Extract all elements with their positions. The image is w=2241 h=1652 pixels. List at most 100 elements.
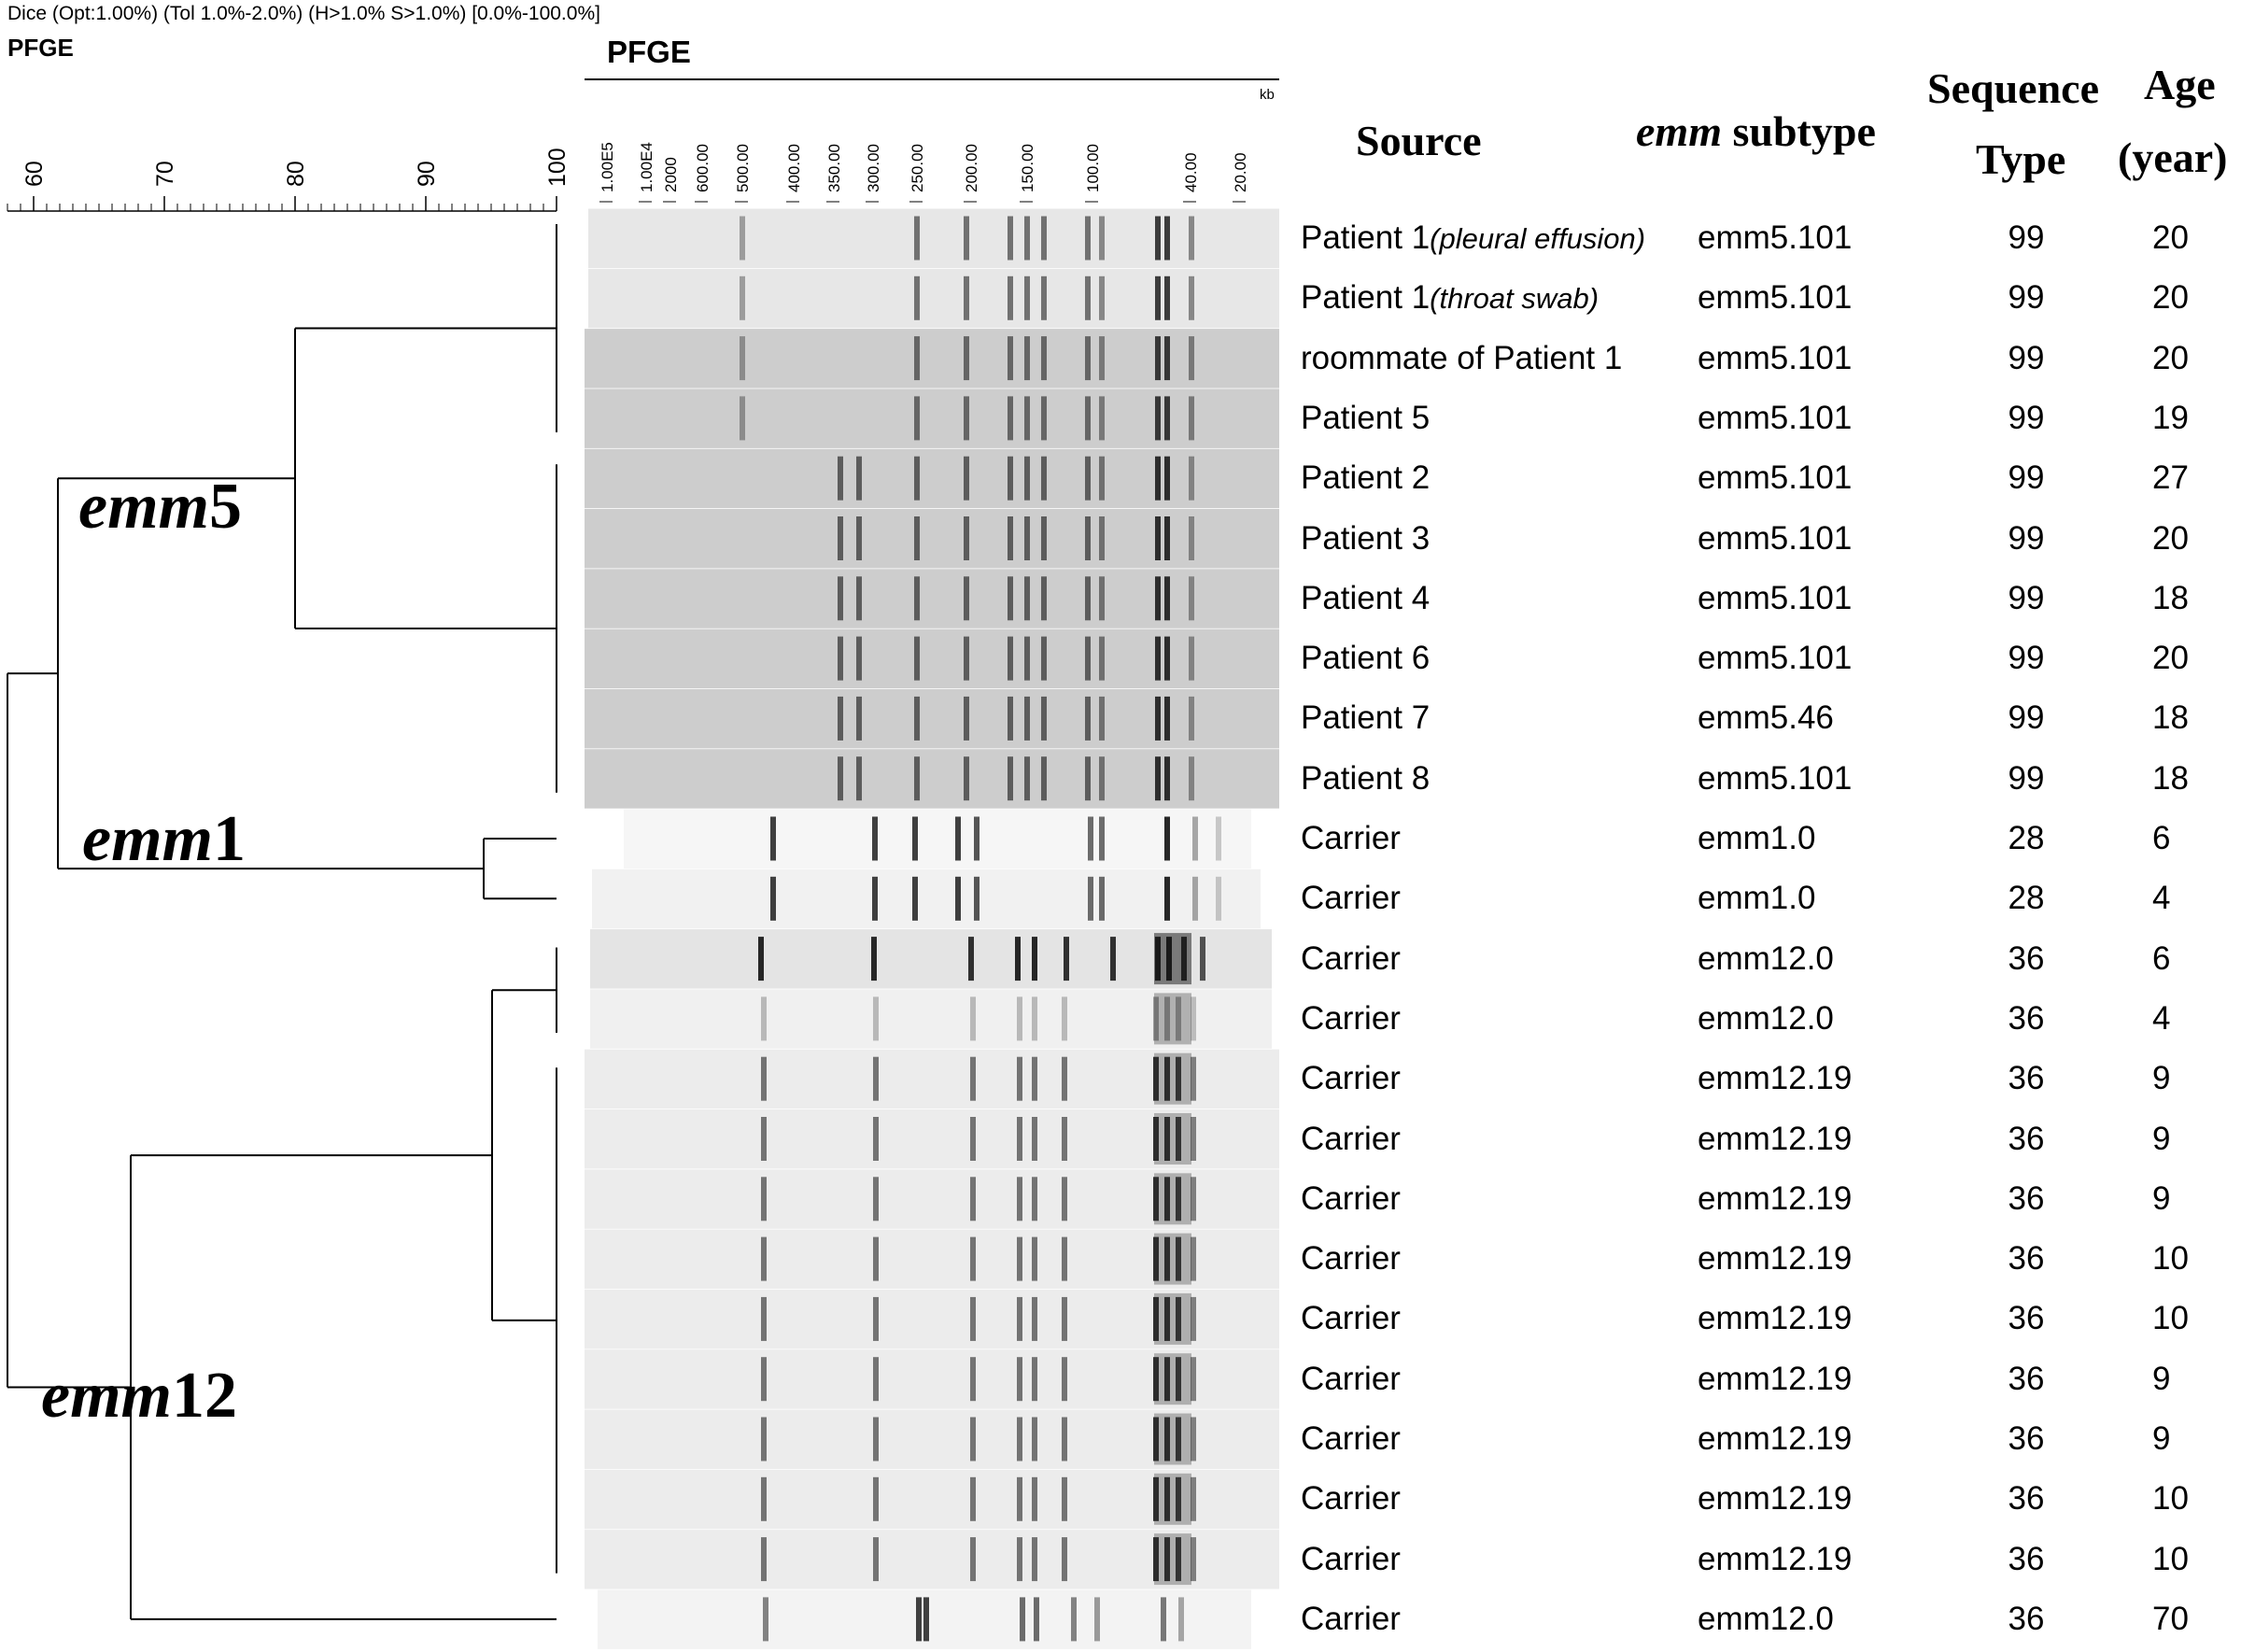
- gel-band: [1153, 1117, 1159, 1161]
- gel-band: [1189, 396, 1194, 441]
- gel-band: [1176, 1117, 1181, 1161]
- gel-lane: [585, 1469, 1279, 1530]
- gel-lane: [585, 1049, 1279, 1109]
- gel-band: [1189, 336, 1194, 381]
- gel-band-smear: [1154, 1353, 1191, 1405]
- row-sequence-type: 99: [2008, 339, 2045, 376]
- age-header-line2: (year): [2118, 134, 2228, 181]
- gel-band: [970, 1056, 976, 1101]
- row-sequence-type: 99: [2008, 219, 2045, 256]
- gel-band: [1192, 816, 1198, 861]
- gel-band: [1099, 696, 1105, 741]
- gel-band: [770, 816, 776, 861]
- gel-band: [1164, 456, 1170, 501]
- gel-band: [1024, 456, 1030, 501]
- row-source: Carrier: [1301, 939, 1401, 977]
- gel-band: [1191, 1056, 1196, 1101]
- gel-band: [1164, 636, 1170, 681]
- row-emm-subtype: emm5.101: [1698, 399, 1853, 436]
- gel-band: [970, 1537, 976, 1582]
- gel-band: [1155, 756, 1161, 801]
- gel-band: [970, 1296, 976, 1341]
- gel-band: [1164, 816, 1170, 861]
- gel-band: [1020, 1597, 1025, 1642]
- gel-band-smear: [1154, 993, 1191, 1045]
- gel-band: [761, 996, 767, 1041]
- row-sequence-type: 36: [2008, 1300, 2045, 1337]
- gel-band: [914, 216, 920, 261]
- gel-band: [1189, 275, 1194, 320]
- row-emm-subtype: emm5.101: [1698, 519, 1853, 557]
- similarity-tick-label: 60: [21, 161, 48, 187]
- gel-lane: [588, 208, 1279, 268]
- row-emm-subtype: emm12.19: [1698, 1179, 1853, 1217]
- gel-band: [1015, 937, 1021, 981]
- gel-band: [1099, 756, 1105, 801]
- size-marker-label: 100.00: [1084, 144, 1102, 192]
- gel-band: [1099, 456, 1105, 501]
- gel-band: [1024, 216, 1030, 261]
- sequence-type-header-line1: Sequence: [1927, 64, 2099, 112]
- row-source: Patient 8: [1301, 759, 1431, 797]
- gel-band: [873, 1357, 879, 1402]
- gel-band: [1216, 816, 1221, 861]
- gel-band: [873, 996, 879, 1041]
- gel-band: [1008, 216, 1013, 261]
- row-emm-subtype: emm1.0: [1698, 880, 1816, 917]
- emm-subtype-header: emm subtype: [1636, 110, 1876, 153]
- gel-band: [838, 576, 843, 621]
- gel-band: [1062, 1177, 1067, 1221]
- gel-band: [1164, 1236, 1170, 1281]
- gel-band: [873, 1117, 879, 1161]
- size-marker-label: 1.00E5: [599, 142, 616, 192]
- gel-band: [838, 696, 843, 741]
- size-marker-label: 350.00: [825, 144, 843, 192]
- gel-band: [838, 756, 843, 801]
- gel-band: [1008, 636, 1013, 681]
- gel-lane: [590, 989, 1272, 1049]
- gel-band: [964, 636, 969, 681]
- row-age: 4: [2152, 880, 2171, 917]
- gel-band: [1164, 1417, 1170, 1461]
- gel-band: [964, 275, 969, 320]
- similarity-tick-label: 90: [414, 161, 440, 187]
- gel-band: [1024, 396, 1030, 441]
- gel-band: [1024, 636, 1030, 681]
- gel-band: [1189, 516, 1194, 560]
- gel-band: [1099, 396, 1105, 441]
- row-sequence-type: 36: [2008, 1360, 2045, 1397]
- gel-band: [1099, 816, 1105, 861]
- gel-band: [1099, 876, 1105, 921]
- size-marker-label: 500.00: [734, 144, 752, 192]
- gel-band: [912, 816, 918, 861]
- gel-band: [970, 1117, 976, 1161]
- row-sequence-type: 36: [2008, 999, 2045, 1037]
- gel-band: [740, 275, 745, 320]
- row-sequence-type: 99: [2008, 759, 2045, 797]
- gel-band: [1200, 937, 1205, 981]
- gel-band: [1189, 636, 1194, 681]
- age-header-line1: Age: [2144, 61, 2216, 108]
- gel-band: [914, 696, 920, 741]
- gel-band: [1017, 1177, 1022, 1221]
- row-emm-subtype: emm12.0: [1698, 939, 1834, 977]
- gel-band: [964, 336, 969, 381]
- gel-band-smear: [1154, 1233, 1191, 1285]
- gel-band: [1110, 937, 1116, 981]
- row-age: 19: [2152, 399, 2189, 436]
- gel-band: [1155, 275, 1161, 320]
- gel-band: [1191, 1177, 1196, 1221]
- gel-band: [1164, 1177, 1170, 1221]
- row-source: Carrier: [1301, 880, 1401, 917]
- gel-band: [1153, 1476, 1159, 1521]
- row-sequence-type: 36: [2008, 1540, 2045, 1577]
- gel-band: [1155, 216, 1161, 261]
- size-marker-label: 40.00: [1182, 152, 1200, 192]
- row-age: 18: [2152, 699, 2189, 737]
- row-age: 18: [2152, 579, 2189, 616]
- gel-band: [1008, 275, 1013, 320]
- row-age: 18: [2152, 759, 2189, 797]
- gel-band: [1099, 636, 1105, 681]
- pfge-gel: [585, 208, 1279, 1649]
- gel-band: [914, 756, 920, 801]
